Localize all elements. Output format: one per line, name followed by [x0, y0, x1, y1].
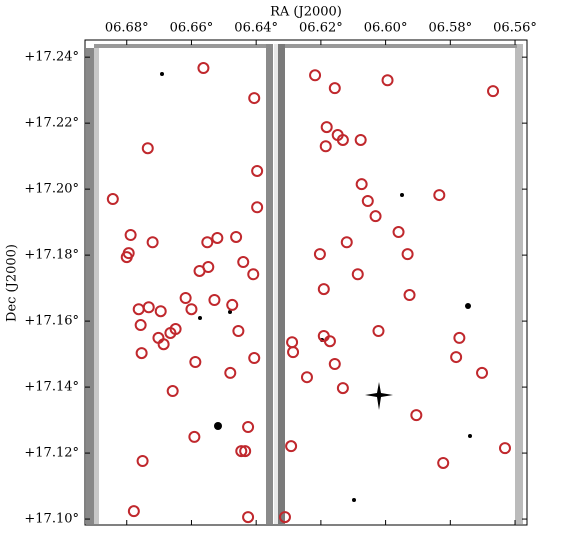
marked-star [124, 228, 137, 241]
marked-star [453, 331, 466, 344]
marked-star [211, 231, 224, 244]
marked-star [410, 409, 423, 422]
marked-star [287, 346, 300, 359]
y-tick-label: +17.24° [24, 50, 79, 65]
plot-frame [84, 39, 528, 526]
marked-star [135, 347, 148, 360]
x-tick-label: 06.56° [493, 21, 537, 36]
marked-star [351, 268, 364, 281]
marked-star [323, 335, 336, 348]
marked-star [401, 248, 414, 261]
marked-star [437, 456, 450, 469]
marked-star [278, 511, 291, 524]
marked-star [336, 133, 349, 146]
marked-star [328, 82, 341, 95]
marked-star [230, 230, 243, 243]
x-tick-label: 06.66° [170, 21, 214, 36]
marked-star [146, 236, 159, 249]
marked-star [340, 236, 353, 249]
marked-star [355, 178, 368, 191]
y-tick-label: +17.16° [24, 314, 79, 329]
marked-star [248, 352, 261, 365]
marked-star [450, 351, 463, 364]
marked-star [251, 201, 264, 214]
x-tick-label: 06.68° [105, 21, 149, 36]
marked-star [392, 226, 405, 239]
marked-star [381, 74, 394, 87]
marked-star [309, 69, 322, 82]
marked-star [185, 303, 198, 316]
marked-star [226, 298, 239, 311]
marked-star [300, 371, 313, 384]
marked-star [120, 251, 133, 264]
marked-star [166, 385, 179, 398]
marked-star [320, 121, 333, 134]
y-tick-label: +17.12° [24, 446, 79, 461]
marked-star [235, 445, 248, 458]
marked-star [136, 454, 149, 467]
sky-image [85, 40, 527, 525]
marked-star [498, 442, 511, 455]
marked-star [369, 210, 382, 223]
marked-star [239, 445, 252, 458]
marked-star [197, 62, 210, 75]
marked-star [106, 193, 119, 206]
marked-star [157, 338, 170, 351]
marked-star [127, 505, 140, 518]
marked-star [154, 305, 167, 318]
y-tick-label: +17.20° [24, 182, 79, 197]
x-tick-label: 06.58° [428, 21, 472, 36]
marked-star [232, 325, 245, 337]
y-tick-label: +17.14° [24, 380, 79, 395]
marked-star [328, 357, 341, 370]
marked-star [403, 289, 416, 302]
y-tick-label: +17.18° [24, 248, 79, 263]
marked-star [433, 189, 446, 202]
marked-star [476, 366, 489, 379]
marked-star [242, 511, 255, 524]
marked-star [319, 140, 332, 153]
marked-star [201, 236, 214, 249]
y-tick-label: +17.22° [24, 116, 79, 131]
x-tick-label: 06.64° [234, 21, 278, 36]
marked-star [164, 326, 177, 339]
marked-star [237, 256, 250, 269]
marked-star [354, 133, 367, 146]
marked-star [247, 268, 260, 281]
marked-star [285, 440, 298, 453]
marked-star [134, 319, 147, 332]
marked-star [193, 264, 206, 277]
x-tick-label: 06.60° [364, 21, 408, 36]
marked-star [313, 248, 326, 261]
y-axis-label: Dec (J2000) [5, 244, 20, 322]
marked-star [224, 366, 237, 379]
x-tick-label: 06.62° [299, 21, 343, 36]
marked-star [336, 382, 349, 395]
marked-star [208, 293, 221, 306]
marked-star [141, 142, 154, 155]
x-axis-label: RA (J2000) [270, 5, 342, 20]
marked-star [248, 92, 261, 105]
marked-star [372, 325, 385, 337]
marked-star [487, 85, 500, 98]
marked-star [179, 292, 192, 305]
marked-star [361, 195, 374, 208]
marked-star [142, 301, 155, 314]
marked-star [251, 164, 264, 177]
marked-star [189, 356, 202, 369]
y-tick-label: +17.10° [24, 512, 79, 527]
marked-star [317, 283, 330, 296]
marked-star [188, 430, 201, 443]
marked-star [242, 421, 255, 434]
